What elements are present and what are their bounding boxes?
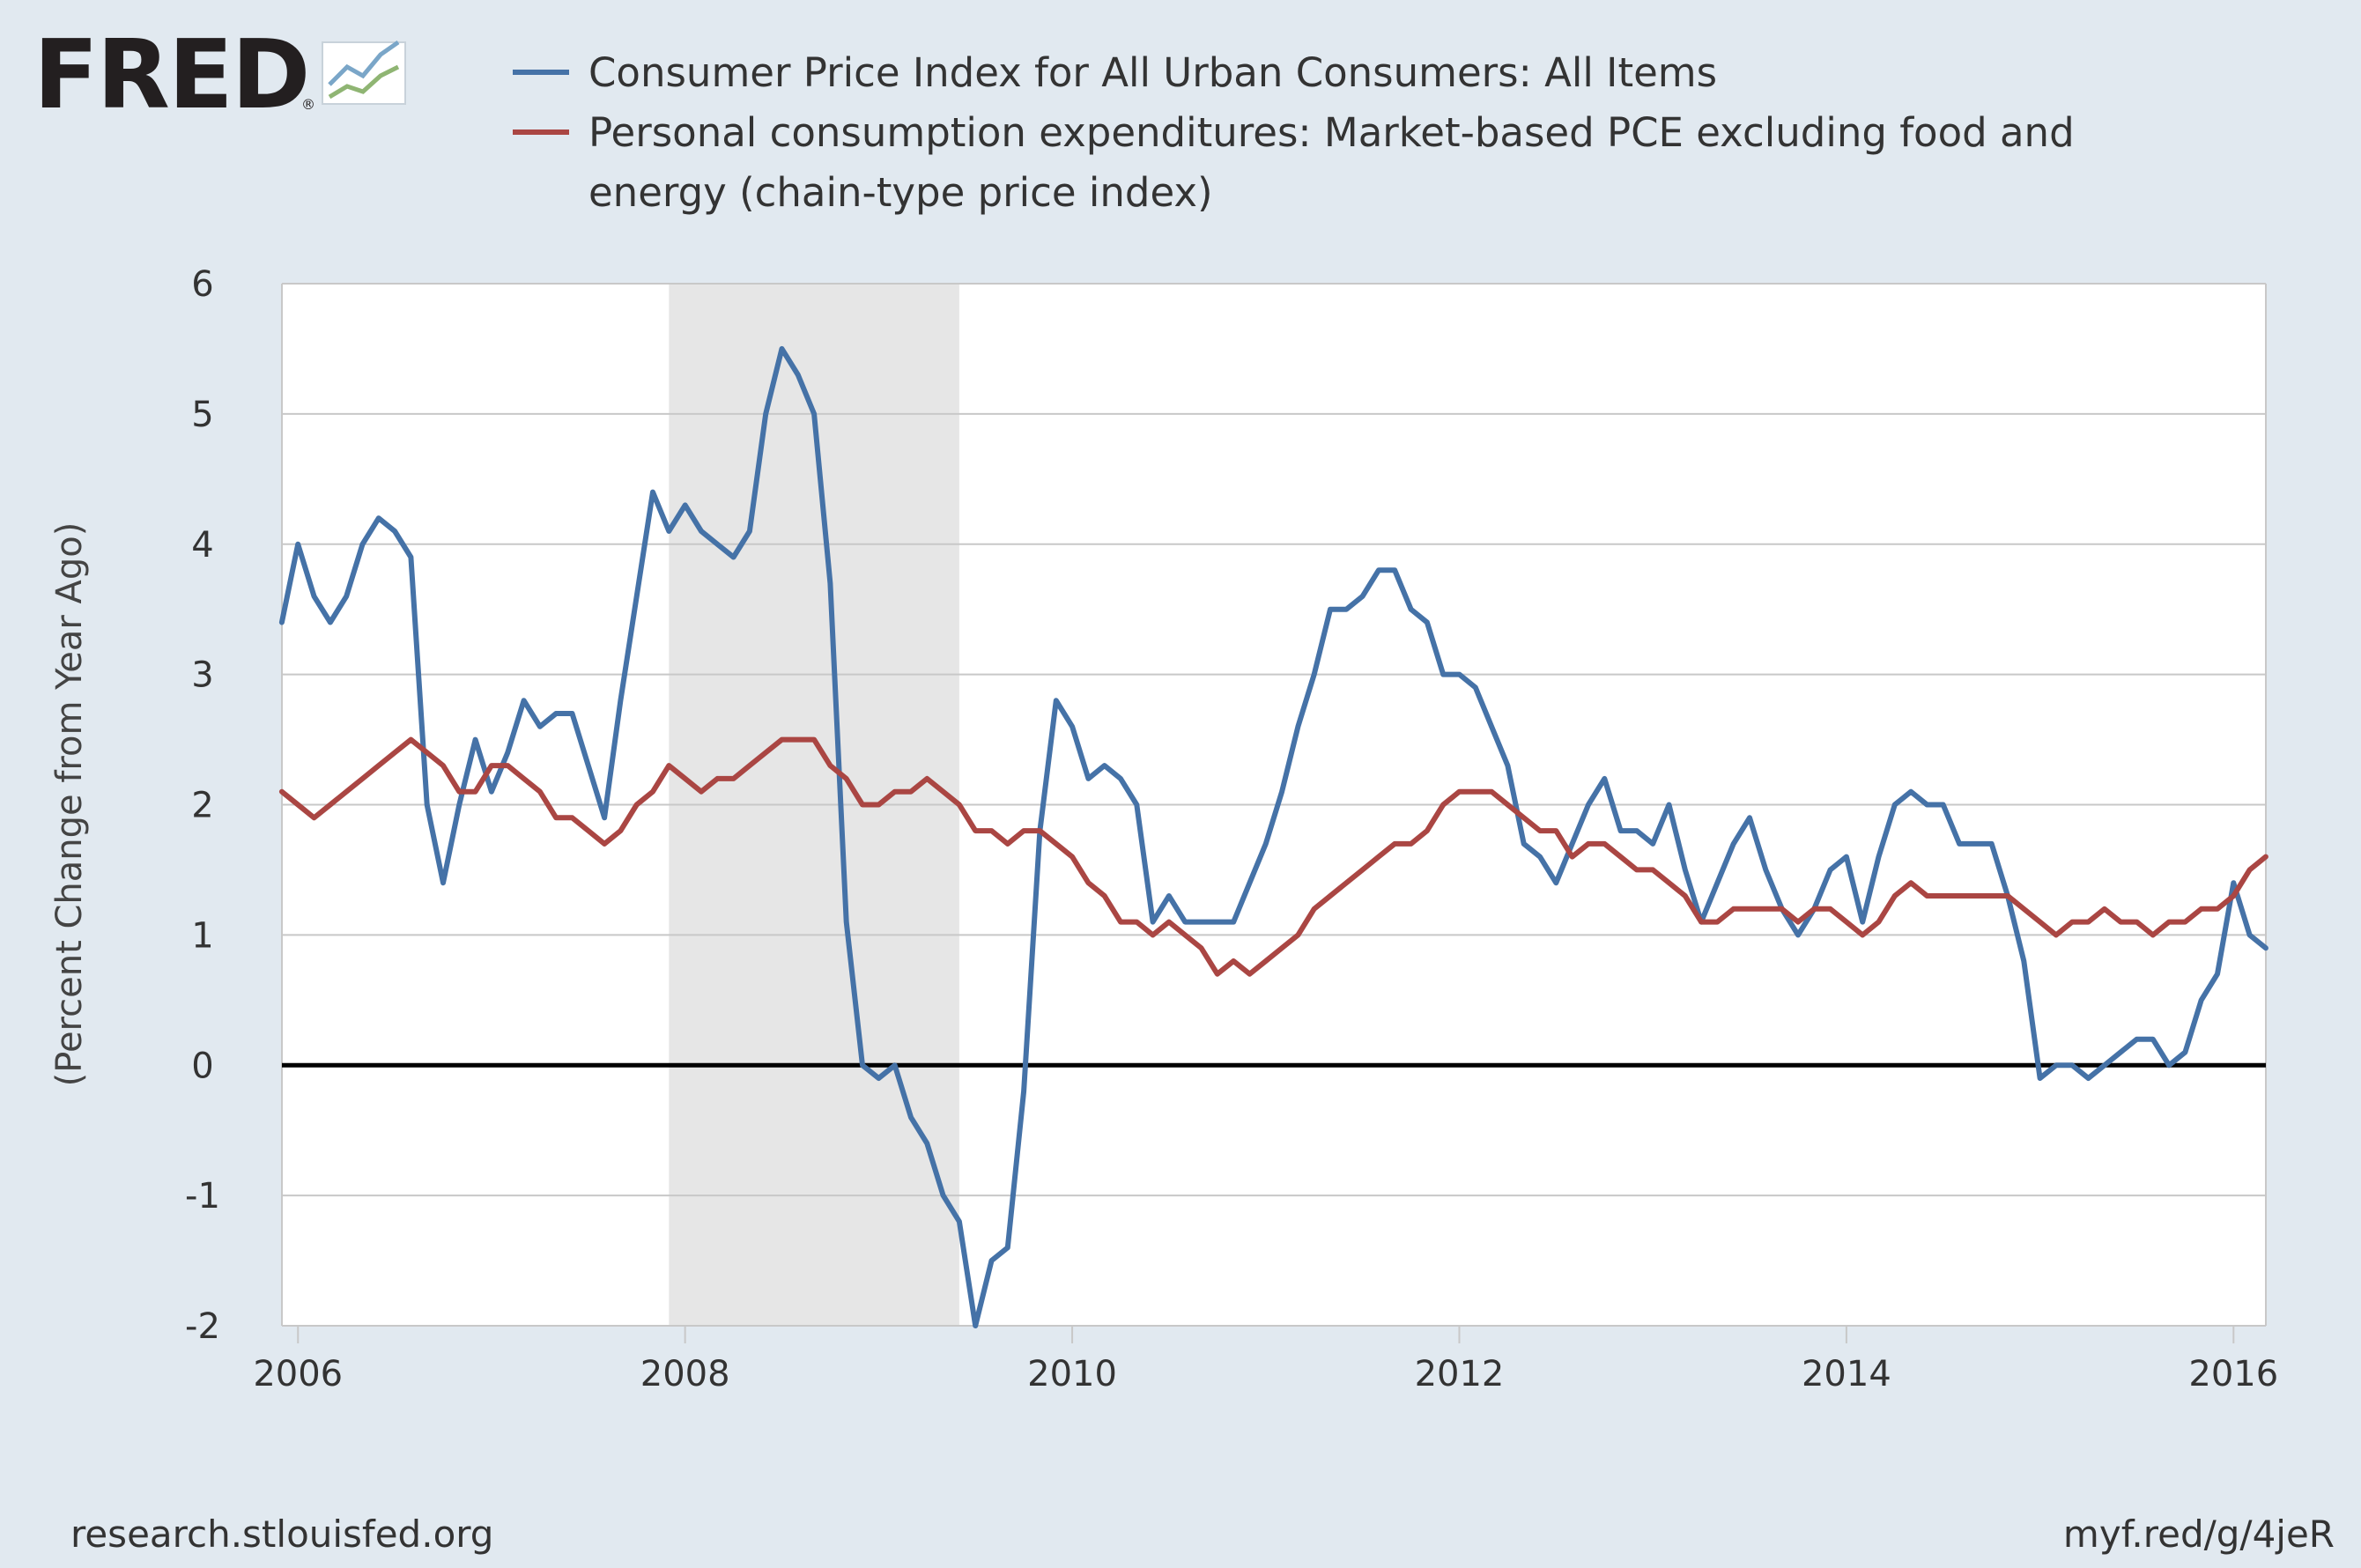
footer-short-link[interactable]: myf.red/g/4jeR <box>2063 1513 2335 1556</box>
grid-lines <box>281 283 2267 1327</box>
legend-label-pce-line-1: Personal consumption expenditures: Marke… <box>588 109 2075 156</box>
y-tick-label-1: -1 <box>185 1176 220 1217</box>
fred-logo-text: FRED <box>33 20 308 130</box>
legend-label-pce: Personal consumption expenditures: Marke… <box>588 109 2087 216</box>
x-tick-label-1: 2008 <box>640 1354 730 1394</box>
legend-item-cpi[interactable]: Consumer Price Index for All Urban Consu… <box>513 49 1717 96</box>
legend: Consumer Price Index for All Urban Consu… <box>513 49 2087 216</box>
series-line-pce[interactable] <box>278 736 2268 977</box>
x-tick-label-3: 2012 <box>1415 1354 1505 1394</box>
legend-label-cpi: Consumer Price Index for All Urban Consu… <box>588 49 1717 96</box>
x-axis-ticks: 2006 2008 2010 2012 2014 2016 <box>253 1326 2278 1394</box>
y-tick-label-3: 1 <box>191 915 213 956</box>
y-tick-label-5: 3 <box>191 655 213 696</box>
series-lines <box>278 345 2268 1328</box>
fred-logo[interactable]: FRED ® <box>33 20 406 130</box>
x-tick-label-2: 2010 <box>1027 1354 1117 1394</box>
legend-label-pce-line-2: energy (chain-type price index) <box>588 169 1213 216</box>
y-axis-title: (Percent Change from Year Ago) <box>49 522 90 1087</box>
fred-logo-graph-icon <box>322 40 406 105</box>
y-tick-label-0: -2 <box>185 1306 220 1347</box>
legend-item-pce[interactable]: Personal consumption expenditures: Marke… <box>513 109 2087 216</box>
y-axis-ticks: -2 -1 0 1 2 3 4 5 6 <box>185 264 220 1347</box>
y-tick-label-7: 5 <box>191 395 213 435</box>
registered-mark: ® <box>301 96 315 113</box>
y-tick-label-8: 6 <box>191 264 213 305</box>
y-tick-label-6: 4 <box>191 525 213 566</box>
x-tick-label-4: 2014 <box>1802 1354 1891 1394</box>
y-tick-label-2: 0 <box>191 1046 213 1086</box>
series-line-cpi[interactable] <box>278 345 2268 1328</box>
x-tick-label-0: 2006 <box>253 1354 343 1394</box>
footer-source-url[interactable]: research.stlouisfed.org <box>70 1513 493 1556</box>
y-tick-label-4: 2 <box>191 786 213 826</box>
x-tick-label-5: 2016 <box>2188 1354 2278 1394</box>
